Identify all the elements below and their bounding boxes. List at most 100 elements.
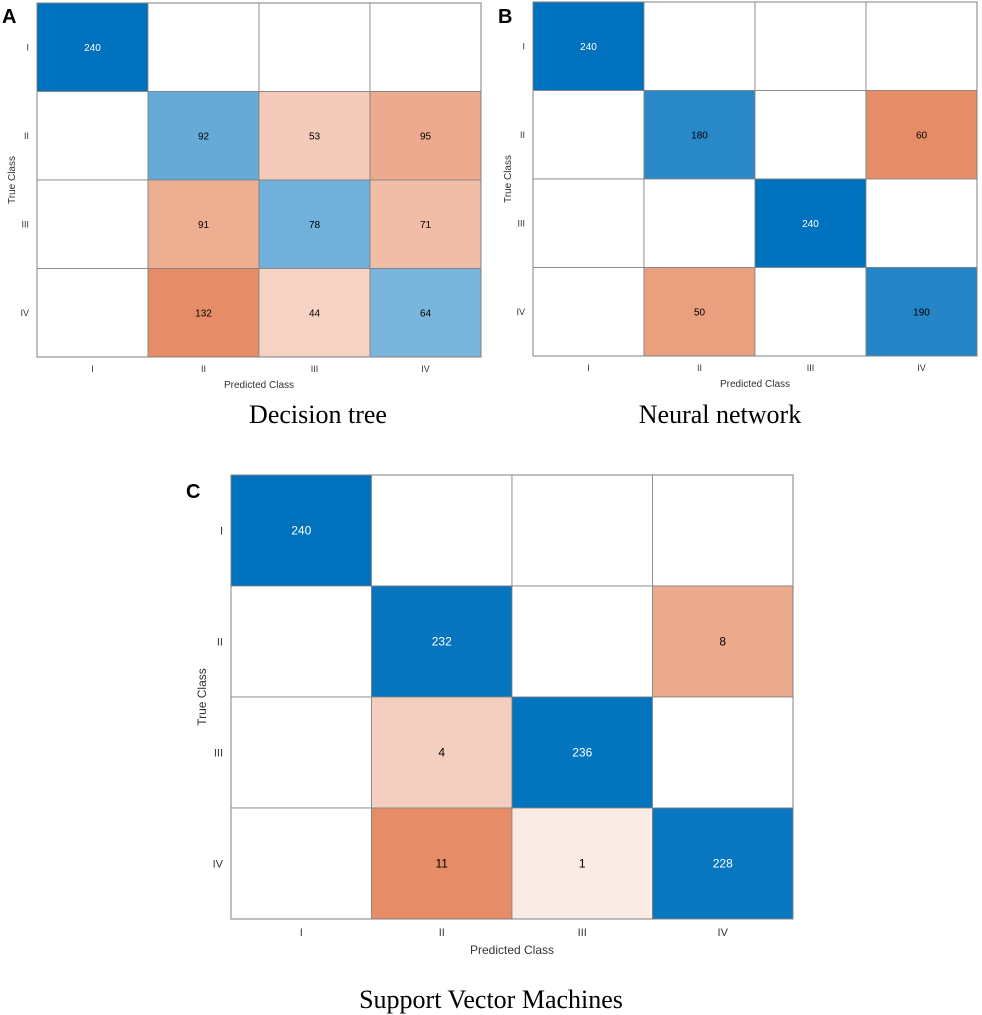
- x-axis-label: Predicted Class: [720, 379, 790, 390]
- matrix-cell: [532, 1, 645, 91]
- matrix-cell: [652, 807, 794, 920]
- x-tick-label: I: [91, 364, 94, 374]
- cell-value: 180: [691, 130, 708, 141]
- cell-value: 44: [309, 308, 321, 319]
- matrix-cell: [371, 696, 513, 809]
- x-tick-label: I: [300, 927, 303, 939]
- cell-value: 78: [309, 220, 321, 231]
- matrix-cell: [754, 178, 867, 268]
- matrix-cell: [258, 2, 371, 92]
- matrix-cell: [36, 268, 149, 358]
- y-tick-label: III: [21, 219, 29, 229]
- matrix-cell: [258, 91, 371, 181]
- y-tick-label: IV: [213, 858, 224, 870]
- matrix-cell: [532, 178, 645, 268]
- cell-value: 50: [694, 307, 706, 318]
- matrix-cell: [865, 178, 978, 268]
- matrix-cell: [371, 807, 513, 920]
- y-axis-label: True Class: [503, 155, 514, 203]
- cell-value: 53: [309, 131, 321, 142]
- y-tick-label: IV: [20, 308, 29, 318]
- matrix-cell: [754, 267, 867, 357]
- x-tick-label: IV: [421, 364, 430, 374]
- matrix-cell: [643, 178, 756, 268]
- x-tick-label: III: [311, 364, 319, 374]
- matrix-cell: [371, 474, 513, 587]
- matrix-border: [230, 474, 794, 920]
- cell-value: 240: [802, 219, 819, 230]
- matrix-border: [532, 1, 978, 357]
- matrix-cell: [230, 696, 372, 809]
- cell-value: 91: [198, 220, 210, 231]
- matrix-cell: [369, 2, 482, 92]
- cell-value: 190: [913, 307, 930, 318]
- cell-value: 232: [432, 635, 452, 649]
- cell-value: 240: [84, 43, 101, 54]
- panel-caption: Neural network: [639, 400, 801, 429]
- cell-value: 64: [420, 308, 432, 319]
- cell-value: 11: [436, 857, 449, 871]
- panel-caption: Support Vector Machines: [359, 985, 623, 1014]
- matrix-cell: [147, 179, 260, 269]
- matrix-cell: [511, 696, 653, 809]
- matrix-cell: [147, 2, 260, 92]
- x-tick-label: II: [697, 363, 702, 373]
- matrix-cell: [865, 267, 978, 357]
- cell-value: 240: [291, 524, 311, 538]
- matrix-cell: [258, 179, 371, 269]
- cell-value: 4: [438, 746, 445, 760]
- cell-value: 236: [572, 746, 592, 760]
- y-axis-label: True Class: [7, 156, 18, 204]
- matrix-cell: [865, 1, 978, 91]
- matrix-cell: [511, 807, 653, 920]
- x-tick-label: I: [587, 363, 590, 373]
- matrix-cell: [754, 1, 867, 91]
- matrix-cell: [36, 179, 149, 269]
- y-tick-label: II: [217, 636, 223, 648]
- cell-value: 95: [420, 131, 432, 142]
- matrix-cell: [511, 474, 653, 587]
- cell-value: 8: [719, 635, 726, 649]
- matrix-cell: [230, 585, 372, 698]
- matrix-cell: [36, 91, 149, 181]
- panel-letter: A: [2, 6, 16, 28]
- y-tick-label: III: [214, 747, 223, 759]
- cell-value: 1: [579, 857, 586, 871]
- matrix-cell: [532, 267, 645, 357]
- matrix-cell: [643, 1, 756, 91]
- matrix-cell: [532, 90, 645, 180]
- matrix-cell: [369, 91, 482, 181]
- cell-value: 92: [198, 131, 210, 142]
- matrix-cell: [643, 267, 756, 357]
- y-axis-label: True Class: [195, 668, 209, 726]
- y-tick-label: I: [522, 41, 525, 51]
- matrix-cell: [369, 268, 482, 358]
- matrix-cell: [652, 474, 794, 587]
- matrix-cell: [36, 2, 149, 92]
- x-tick-label: IV: [917, 363, 926, 373]
- x-tick-label: II: [439, 927, 445, 939]
- cell-value: 240: [580, 42, 597, 53]
- panel-caption: Decision tree: [249, 400, 387, 429]
- matrix-border: [36, 2, 482, 358]
- matrix-cell: [371, 585, 513, 698]
- x-axis-label: Predicted Class: [224, 380, 294, 391]
- x-tick-label: III: [807, 363, 815, 373]
- matrix-cell: [147, 91, 260, 181]
- y-tick-label: III: [517, 218, 525, 228]
- cell-value: 71: [420, 220, 432, 231]
- y-tick-label: I: [26, 42, 29, 52]
- panel-letter: B: [498, 6, 512, 28]
- x-tick-label: II: [201, 364, 206, 374]
- matrix-cell: [147, 268, 260, 358]
- x-tick-label: IV: [718, 927, 729, 939]
- y-tick-label: IV: [516, 307, 525, 317]
- matrix-cell: [230, 474, 372, 587]
- cell-value: 228: [713, 857, 733, 871]
- cell-value: 132: [195, 308, 212, 319]
- x-axis-label: Predicted Class: [470, 943, 554, 957]
